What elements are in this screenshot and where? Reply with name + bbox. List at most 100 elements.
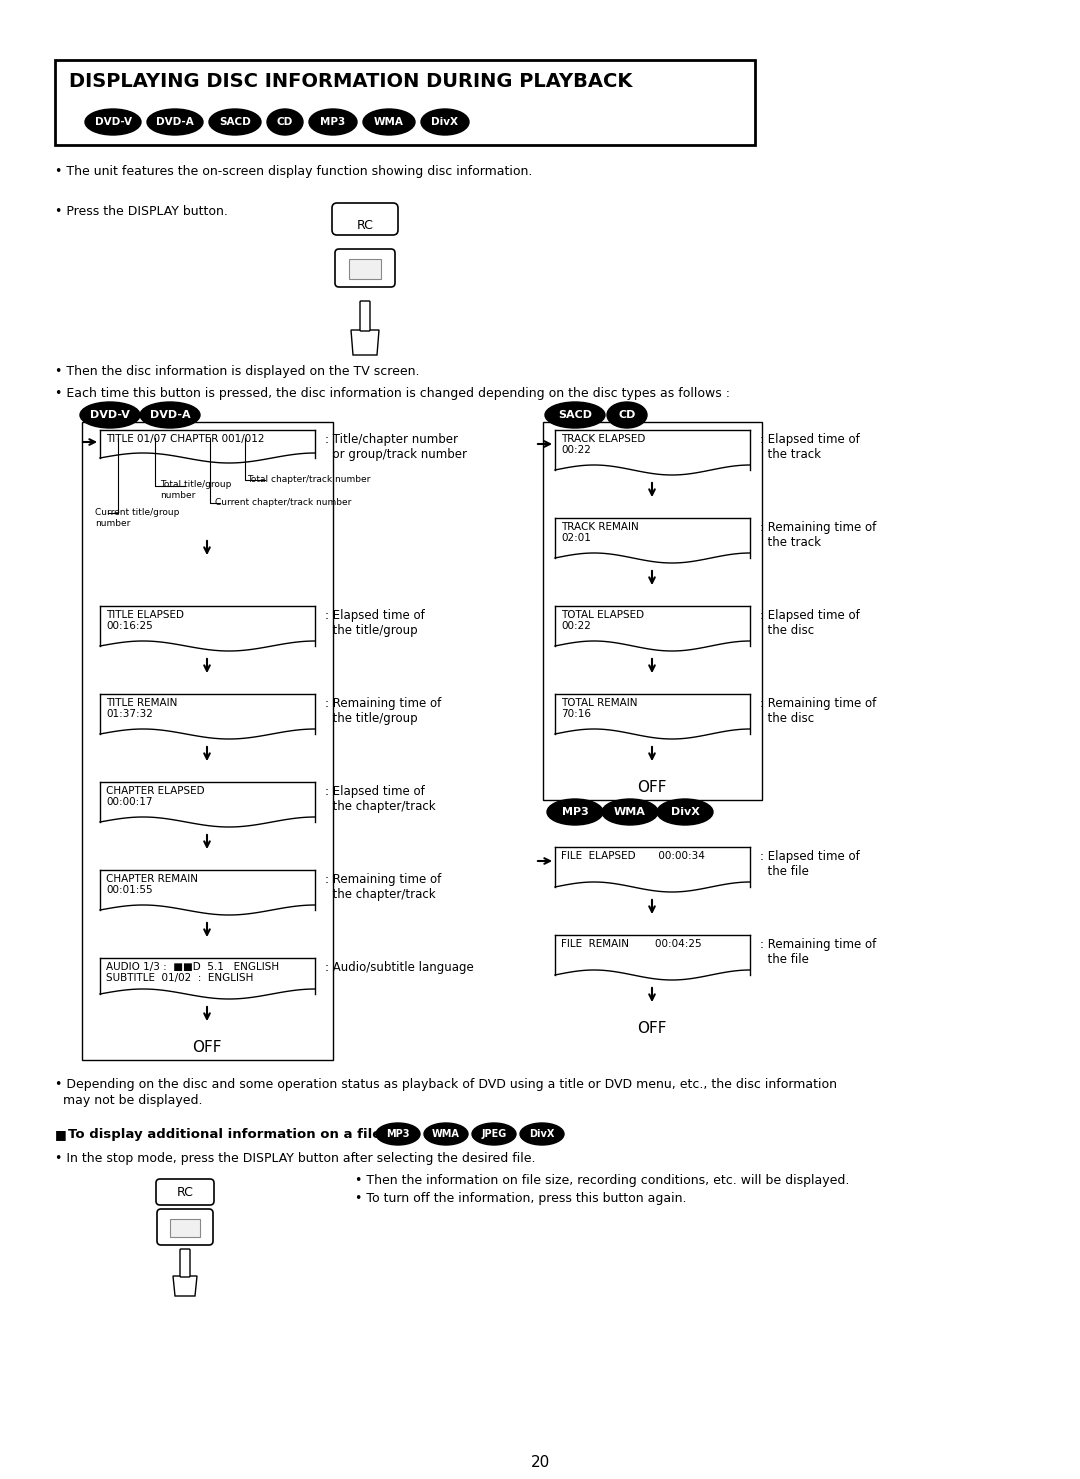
Text: RC: RC — [356, 219, 374, 232]
Text: 01:37:32: 01:37:32 — [106, 710, 153, 719]
Ellipse shape — [309, 109, 357, 135]
Text: WMA: WMA — [615, 808, 646, 816]
Text: TITLE REMAIN: TITLE REMAIN — [106, 698, 177, 708]
Text: : Remaining time of: : Remaining time of — [325, 697, 442, 710]
Polygon shape — [351, 330, 379, 355]
Bar — [349, 259, 381, 280]
Text: TITLE 01/07 CHAPTER 001/012: TITLE 01/07 CHAPTER 001/012 — [106, 433, 265, 444]
Text: OFF: OFF — [637, 779, 666, 796]
Text: DVD-V: DVD-V — [90, 410, 130, 420]
Text: • Depending on the disc and some operation status as playback of DVD using a tit: • Depending on the disc and some operati… — [55, 1078, 837, 1092]
Text: WMA: WMA — [432, 1128, 460, 1139]
Text: the file: the file — [760, 865, 809, 879]
Text: To display additional information on a file: To display additional information on a f… — [68, 1128, 381, 1140]
Text: RC: RC — [176, 1186, 193, 1198]
Text: DISPLAY: DISPLAY — [343, 251, 387, 262]
Text: : Elapsed time of: : Elapsed time of — [325, 785, 424, 799]
Text: ■: ■ — [55, 1128, 67, 1140]
Text: CD: CD — [619, 410, 636, 420]
Ellipse shape — [376, 1123, 420, 1145]
Text: FILE  REMAIN        00:04:25: FILE REMAIN 00:04:25 — [561, 939, 702, 950]
Bar — [82, 422, 333, 1060]
Text: TRACK REMAIN: TRACK REMAIN — [561, 522, 638, 532]
Ellipse shape — [421, 109, 469, 135]
Polygon shape — [173, 1276, 197, 1296]
Ellipse shape — [80, 402, 140, 427]
Text: : Elapsed time of: : Elapsed time of — [760, 609, 860, 623]
Bar — [543, 422, 762, 800]
Text: the title/group: the title/group — [325, 624, 418, 637]
Text: : Remaining time of: : Remaining time of — [760, 697, 876, 710]
Text: • To turn off the information, press this button again.: • To turn off the information, press thi… — [355, 1192, 687, 1205]
Ellipse shape — [602, 799, 658, 825]
Bar — [170, 1219, 200, 1236]
Text: OFF: OFF — [637, 1021, 666, 1035]
Text: 70:16: 70:16 — [561, 710, 591, 719]
Text: WMA: WMA — [374, 117, 404, 127]
Text: • The unit features the on-screen display function showing disc information.: • The unit features the on-screen displa… — [55, 166, 532, 177]
Text: • Then the disc information is displayed on the TV screen.: • Then the disc information is displayed… — [55, 365, 419, 379]
Text: DivX: DivX — [432, 117, 459, 127]
Ellipse shape — [545, 402, 605, 427]
Text: TOTAL REMAIN: TOTAL REMAIN — [561, 698, 637, 708]
Text: TRACK ELAPSED: TRACK ELAPSED — [561, 433, 646, 444]
Text: 20: 20 — [530, 1455, 550, 1470]
Text: DVD-A: DVD-A — [157, 117, 194, 127]
Text: DivX: DivX — [529, 1128, 555, 1139]
Ellipse shape — [363, 109, 415, 135]
Text: SUBTITLE  01/02  :  ENGLISH: SUBTITLE 01/02 : ENGLISH — [106, 973, 254, 984]
Text: Current chapter/track number: Current chapter/track number — [215, 498, 351, 507]
FancyBboxPatch shape — [332, 203, 399, 235]
Text: the track: the track — [760, 535, 821, 549]
Text: AUDIO 1/3 :  ■■D  5.1   ENGLISH: AUDIO 1/3 : ■■D 5.1 ENGLISH — [106, 961, 279, 972]
Text: MP3: MP3 — [387, 1128, 409, 1139]
Text: the disc: the disc — [760, 711, 814, 725]
Text: 02:01: 02:01 — [561, 534, 591, 543]
Text: 00:16:25: 00:16:25 — [106, 621, 152, 632]
Ellipse shape — [210, 109, 261, 135]
Text: : Remaining time of: : Remaining time of — [325, 873, 442, 886]
Text: JPEG: JPEG — [482, 1128, 507, 1139]
Ellipse shape — [519, 1123, 564, 1145]
Text: : Elapsed time of: : Elapsed time of — [760, 850, 860, 864]
Text: the disc: the disc — [760, 624, 814, 637]
Text: may not be displayed.: may not be displayed. — [55, 1094, 203, 1106]
Text: Total title/group
number: Total title/group number — [160, 481, 231, 500]
Text: FILE  ELAPSED       00:00:34: FILE ELAPSED 00:00:34 — [561, 850, 705, 861]
Ellipse shape — [140, 402, 200, 427]
Text: OFF: OFF — [192, 1040, 221, 1055]
FancyBboxPatch shape — [157, 1208, 213, 1245]
Text: 00:01:55: 00:01:55 — [106, 886, 152, 895]
Text: • Then the information on file size, recording conditions, etc. will be displaye: • Then the information on file size, rec… — [355, 1174, 849, 1188]
Text: SACD: SACD — [219, 117, 251, 127]
Text: : Remaining time of: : Remaining time of — [760, 938, 876, 951]
Text: MP3: MP3 — [321, 117, 346, 127]
Text: CD: CD — [276, 117, 293, 127]
FancyBboxPatch shape — [335, 248, 395, 287]
Text: 00:22: 00:22 — [561, 445, 591, 456]
Text: DVD-A: DVD-A — [150, 410, 190, 420]
FancyBboxPatch shape — [156, 1179, 214, 1205]
Text: or group/track number: or group/track number — [325, 448, 467, 461]
Text: DISPLAYING DISC INFORMATION DURING PLAYBACK: DISPLAYING DISC INFORMATION DURING PLAYB… — [69, 72, 633, 92]
Text: DISPLAY: DISPLAY — [164, 1213, 206, 1223]
FancyBboxPatch shape — [180, 1248, 190, 1276]
Text: Current title/group
number: Current title/group number — [95, 507, 179, 528]
Text: • In the stop mode, press the DISPLAY button after selecting the desired file.: • In the stop mode, press the DISPLAY bu… — [55, 1152, 536, 1165]
Ellipse shape — [607, 402, 647, 427]
Text: DVD-V: DVD-V — [95, 117, 132, 127]
Text: MP3: MP3 — [562, 808, 589, 816]
Text: the chapter/track: the chapter/track — [325, 800, 435, 813]
Text: the title/group: the title/group — [325, 711, 418, 725]
Text: CHAPTER REMAIN: CHAPTER REMAIN — [106, 874, 198, 884]
Text: : Elapsed time of: : Elapsed time of — [760, 433, 860, 447]
Text: the chapter/track: the chapter/track — [325, 887, 435, 901]
Text: : Remaining time of: : Remaining time of — [760, 521, 876, 534]
Text: : Elapsed time of: : Elapsed time of — [325, 609, 424, 623]
Ellipse shape — [147, 109, 203, 135]
Bar — [55, 61, 755, 145]
Text: TOTAL ELAPSED: TOTAL ELAPSED — [561, 609, 644, 620]
Text: SACD: SACD — [558, 410, 592, 420]
Text: CHAPTER ELAPSED: CHAPTER ELAPSED — [106, 785, 204, 796]
Ellipse shape — [546, 799, 603, 825]
